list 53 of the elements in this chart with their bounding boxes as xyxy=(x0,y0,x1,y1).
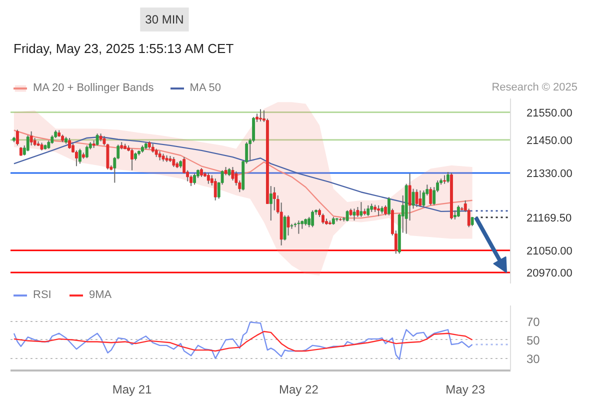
y-tick-label: 70 xyxy=(526,314,540,329)
candlestick xyxy=(446,171,450,184)
candlestick xyxy=(418,190,422,208)
candlestick xyxy=(360,202,363,218)
candlestick xyxy=(412,188,415,210)
candlestick xyxy=(214,178,217,201)
candlestick xyxy=(269,186,272,222)
candlestick xyxy=(384,204,387,216)
candlestick xyxy=(68,137,71,150)
candlestick xyxy=(26,134,30,152)
candlestick xyxy=(297,220,300,234)
legend-label: MA 20 + Bollinger Bands xyxy=(33,81,154,95)
legend-label: 9MA xyxy=(89,288,112,302)
candlestick xyxy=(346,210,349,222)
candlestick xyxy=(286,214,290,236)
candlestick xyxy=(377,204,380,217)
candlestick xyxy=(158,150,162,161)
candlestick xyxy=(453,210,456,220)
candlestick xyxy=(408,173,412,222)
candlestick xyxy=(193,173,196,186)
candlestick xyxy=(259,108,262,122)
candlestick xyxy=(85,144,88,159)
y-tick-label: 20970.00 xyxy=(526,267,572,280)
candlestick xyxy=(130,148,134,171)
text: 30 MIN xyxy=(145,12,184,26)
y-tick-label: 30 xyxy=(526,352,540,366)
candlestick xyxy=(311,210,314,228)
candlestick xyxy=(456,204,460,218)
legend-label: RSI xyxy=(33,288,52,302)
y-tick-label: 21050.00 xyxy=(526,245,572,258)
candlestick xyxy=(429,186,432,206)
candlestick xyxy=(172,156,176,168)
y-tick-label: 21330.00 xyxy=(526,168,572,180)
y-tick-label: 21550.00 xyxy=(526,107,572,120)
candlestick xyxy=(16,129,19,146)
x-tick-label: May 22 xyxy=(279,382,319,396)
y-tick-label: 50 xyxy=(526,333,540,348)
candlestick xyxy=(190,174,193,187)
x-tick-label: May 23 xyxy=(446,382,486,396)
candlestick xyxy=(415,188,418,208)
legend-label: MA 50 xyxy=(190,81,221,95)
candlestick xyxy=(366,204,370,217)
candlestick xyxy=(352,208,356,222)
x-tick-label: May 21 xyxy=(112,382,152,396)
candlestick xyxy=(96,133,99,146)
candlestick xyxy=(231,166,234,182)
candlestick xyxy=(283,214,286,241)
y-tick-label: 21450.00 xyxy=(526,134,572,147)
chart-subtitle: Friday, May 23, 2025 1:55:13 AM CET xyxy=(14,41,234,56)
candlestick xyxy=(206,172,210,184)
text: Research © 2025 xyxy=(492,82,578,94)
candlestick xyxy=(78,148,82,164)
y-tick-label: 21169.50 xyxy=(526,212,572,224)
